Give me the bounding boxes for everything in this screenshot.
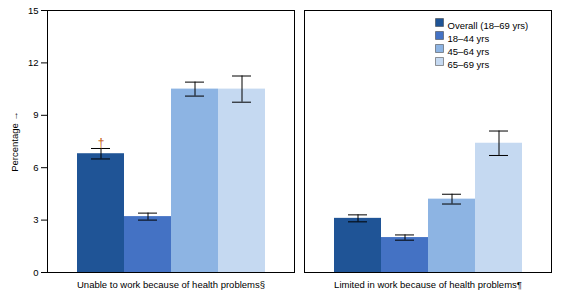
svg-text:Percentage →: Percentage → (9, 111, 20, 172)
svg-text:12: 12 (28, 57, 39, 68)
svg-text:65–69 yrs: 65–69 yrs (448, 59, 490, 70)
svg-text:15: 15 (28, 5, 39, 16)
svg-text:18–44 yrs: 18–44 yrs (448, 33, 490, 44)
svg-text:6: 6 (33, 162, 38, 173)
svg-text:3: 3 (33, 214, 38, 225)
svg-text:†: † (98, 136, 105, 150)
svg-text:0: 0 (33, 267, 38, 278)
svg-text:Limited in work because of hea: Limited in work because of health proble… (334, 279, 522, 290)
svg-text:Overall (18–69 yrs): Overall (18–69 yrs) (448, 20, 529, 31)
svg-text:45–64 yrs: 45–64 yrs (448, 46, 490, 57)
svg-text:9: 9 (33, 109, 38, 120)
svg-text:Unable to work because of heal: Unable to work because of health problem… (77, 279, 265, 290)
